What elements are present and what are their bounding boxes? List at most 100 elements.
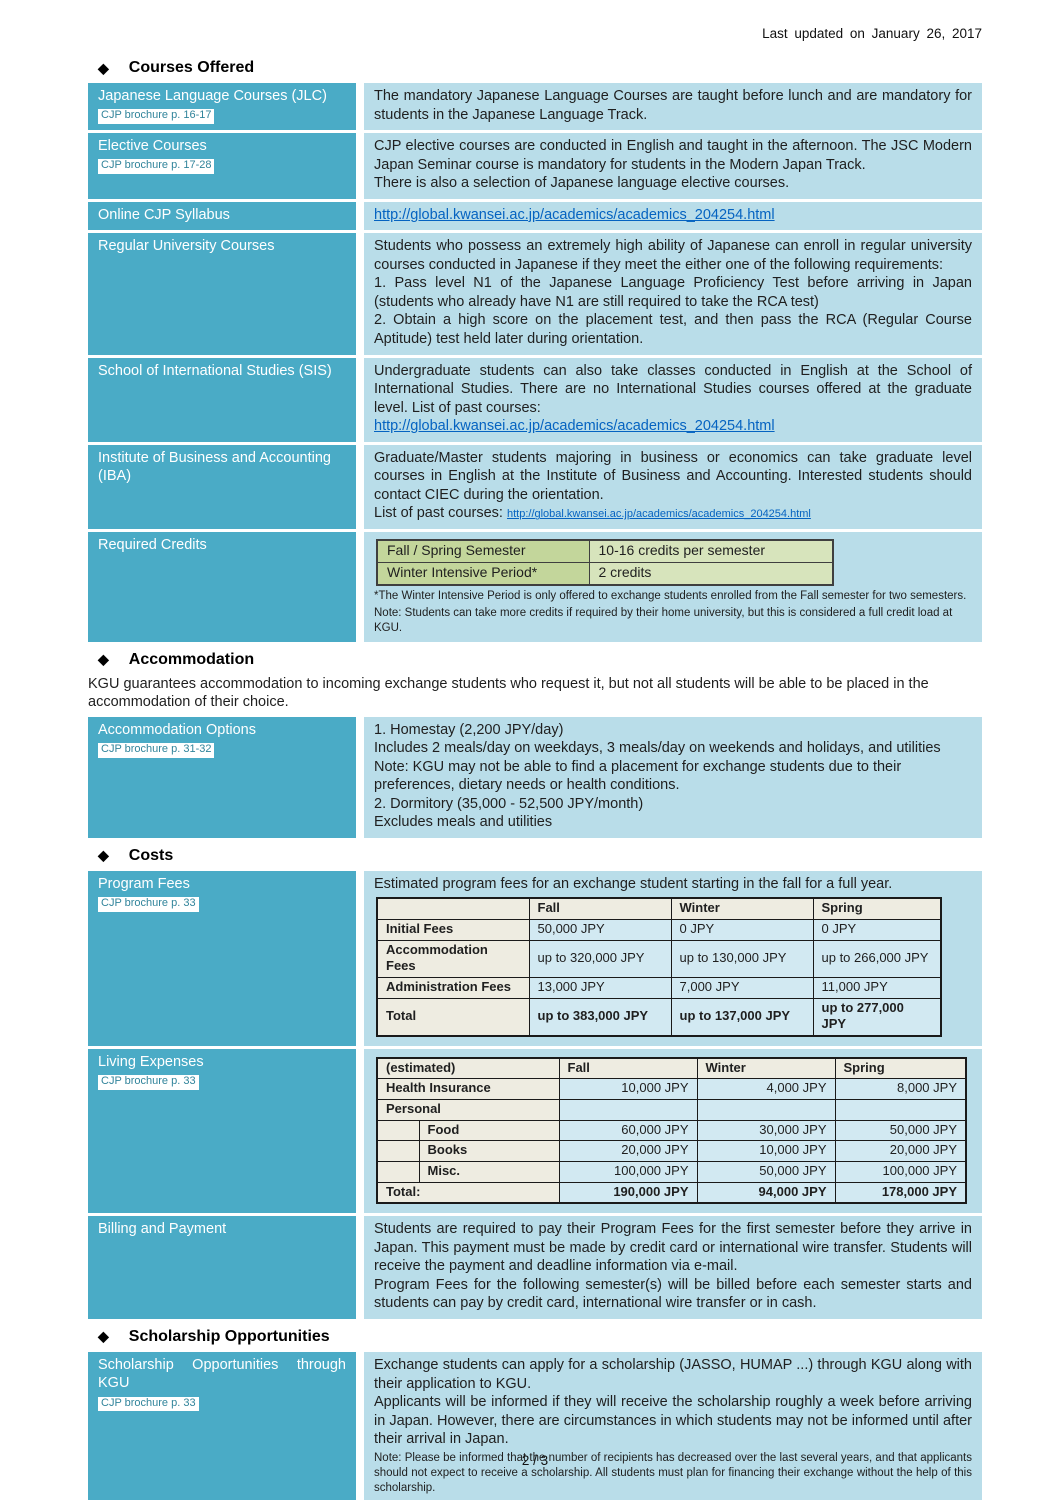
row-elective-courses: Elective Courses CJP brochure p. 17-28 C… [88, 133, 982, 199]
credits-value-cell: 10-16 credits per semester [588, 539, 834, 563]
table-row: Food 60,000 JPY 30,000 JPY 50,000 JPY [376, 1119, 967, 1142]
row-header-regular: Regular University Courses [88, 233, 356, 355]
section-heading-scholarship: ◆ Scholarship Opportunities [98, 1328, 982, 1346]
table-row: Fall / Spring Semester 10-16 credits per… [376, 539, 834, 563]
row-header-label: Scholarship Opportunities through KGU [98, 1356, 346, 1392]
document-content: ◆ Courses Offered Japanese Language Cour… [88, 59, 982, 1500]
row-header-label: Institute of Business and Accounting (IB… [98, 449, 331, 485]
brochure-ref-badge: CJP brochure p. 31-32 [98, 742, 215, 758]
page-number: 2 / 3 [521, 1453, 549, 1468]
row-body-syllabus: http://global.kwansei.ac.jp/academics/ac… [364, 201, 982, 231]
row-header-scholarship-kgu: Scholarship Opportunities through KGU CJ… [88, 1351, 356, 1500]
expense-value-cell: 10,000 JPY [696, 1140, 836, 1162]
paragraph: Students are required to pay their Progr… [374, 1221, 972, 1275]
credits-period-cell: Winter Intensive Period* [376, 561, 590, 586]
paragraph: CJP elective courses are conducted in En… [374, 138, 972, 173]
row-required-credits: Required Credits Fall / Spring Semester … [88, 531, 982, 642]
table-row: Administration Fees 13,000 JPY 7,000 JPY… [376, 976, 942, 999]
indent-cell [376, 1119, 420, 1142]
list-item: 1. Pass level N1 of the Japanese Languag… [374, 275, 972, 310]
corner-cell [376, 897, 530, 921]
row-body-program-fees: Estimated program fees for an exchange s… [364, 870, 982, 1046]
column-header-winter: Winter [670, 897, 814, 921]
list-item: Note: KGU may not be able to find a plac… [374, 758, 902, 794]
table-row: Winter Intensive Period* 2 credits [376, 561, 834, 586]
section-title: Accommodation [128, 650, 255, 668]
column-header-winter: Winter [696, 1057, 836, 1080]
section-heading-accommodation: ◆ Accommodation [98, 651, 982, 669]
expense-value-cell: 100,000 JPY [558, 1160, 698, 1183]
row-header-label: School of International Studies (SIS) [98, 362, 332, 379]
fee-total-cell: up to 277,000 JPY [812, 997, 942, 1037]
sis-courses-link[interactable]: http://global.kwansei.ac.jp/academics/ac… [374, 418, 775, 435]
section-title: Costs [128, 846, 174, 864]
expense-total-cell: 178,000 JPY [834, 1181, 967, 1204]
row-school-of-international-studies: School of International Studies (SIS) Un… [88, 357, 982, 442]
brochure-ref-badge: CJP brochure p. 33 [98, 1396, 199, 1412]
expense-value-cell: 50,000 JPY [696, 1160, 836, 1183]
living-expenses-table: (estimated) Fall Winter Spring Health In… [376, 1056, 967, 1205]
table-row: Personal [376, 1099, 967, 1121]
table-row: Initial Fees 50,000 JPY 0 JPY 0 JPY [376, 919, 942, 941]
row-header-syllabus: Online CJP Syllabus [88, 201, 356, 231]
accommodation-intro: KGU guarantees accommodation to incoming… [88, 675, 929, 711]
row-body-sis: Undergraduate students can also take cla… [364, 357, 982, 442]
paragraph: Program Fees for the following semester(… [374, 1276, 972, 1312]
table-intro: Estimated program fees for an exchange s… [374, 875, 893, 892]
row-header-elective: Elective Courses CJP brochure p. 17-28 [88, 133, 356, 199]
row-body-regular: Students who possess an extremely high a… [364, 233, 982, 355]
row-institute-business-accounting: Institute of Business and Accounting (IB… [88, 444, 982, 529]
paragraph: Graduate/Master students majoring in bus… [374, 449, 972, 503]
fee-label-cell: Administration Fees [376, 976, 530, 999]
credits-value-cell: 2 credits [588, 561, 834, 586]
footnote: Note: Students can take more credits if … [374, 606, 953, 634]
expense-value-cell [558, 1099, 698, 1121]
column-header-fall: Fall [528, 897, 672, 921]
fee-label-cell: Total [376, 997, 530, 1037]
row-header-accommodation-options: Accommodation Options CJP brochure p. 31… [88, 716, 356, 838]
paragraph: The mandatory Japanese Language Courses … [374, 88, 972, 123]
expense-value-cell: 50,000 JPY [834, 1119, 967, 1142]
fee-label-cell: Initial Fees [376, 919, 530, 941]
row-header-label: Required Credits [98, 536, 207, 553]
table-row: Books 20,000 JPY 10,000 JPY 20,000 JPY [376, 1140, 967, 1162]
last-updated-text: Last updated on January 26, 2017 [762, 26, 982, 41]
expense-value-cell: 30,000 JPY [696, 1119, 836, 1142]
section-heading-costs: ◆ Costs [98, 847, 982, 865]
paragraph: There is also a selection of Japanese la… [374, 175, 790, 192]
row-header-label: Regular University Courses [98, 238, 275, 255]
expense-value-cell: 8,000 JPY [834, 1078, 967, 1101]
table-header-row: Fall Winter Spring [376, 897, 942, 921]
column-header-spring: Spring [812, 897, 942, 921]
row-scholarship-kgu: Scholarship Opportunities through KGU CJ… [88, 1351, 982, 1500]
row-body-iba: Graduate/Master students majoring in bus… [364, 444, 982, 529]
brochure-ref-badge: CJP brochure p. 33 [98, 1075, 199, 1090]
paragraph: Undergraduate students can also take cla… [374, 362, 972, 416]
table-row: Misc. 100,000 JPY 50,000 JPY 100,000 JPY [376, 1160, 967, 1183]
expense-value-cell: 4,000 JPY [696, 1078, 836, 1101]
section-title: Scholarship Opportunities [128, 1327, 330, 1345]
row-header-label: Billing and Payment [98, 1221, 227, 1238]
diamond-icon: ◆ [98, 1328, 109, 1345]
diamond-icon: ◆ [98, 59, 109, 76]
table-total-row: Total up to 383,000 JPY up to 137,000 JP… [376, 997, 942, 1037]
expense-total-cell: 190,000 JPY [558, 1181, 698, 1204]
row-body-elective: CJP elective courses are conducted in En… [364, 133, 982, 199]
column-header-estimated: (estimated) [376, 1057, 560, 1080]
section-heading-courses-offered: ◆ Courses Offered [98, 59, 982, 77]
row-header-living-expenses: Living Expenses CJP brochure p. 33 [88, 1048, 356, 1214]
fee-value-cell: 50,000 JPY [528, 919, 672, 941]
expense-total-cell: 94,000 JPY [696, 1181, 836, 1204]
row-header-credits: Required Credits [88, 531, 356, 642]
expense-value-cell: 20,000 JPY [558, 1140, 698, 1162]
fee-value-cell: up to 130,000 JPY [670, 939, 814, 978]
iba-courses-link[interactable]: http://global.kwansei.ac.jp/academics/ac… [506, 508, 811, 521]
row-header-label: Elective Courses [98, 138, 207, 155]
syllabus-link[interactable]: http://global.kwansei.ac.jp/academics/ac… [374, 206, 775, 223]
diamond-icon: ◆ [98, 847, 109, 864]
diamond-icon: ◆ [98, 651, 109, 668]
fee-value-cell: 7,000 JPY [670, 976, 814, 999]
row-online-cjp-syllabus: Online CJP Syllabus http://global.kwanse… [88, 201, 982, 231]
expense-value-cell [696, 1099, 836, 1121]
